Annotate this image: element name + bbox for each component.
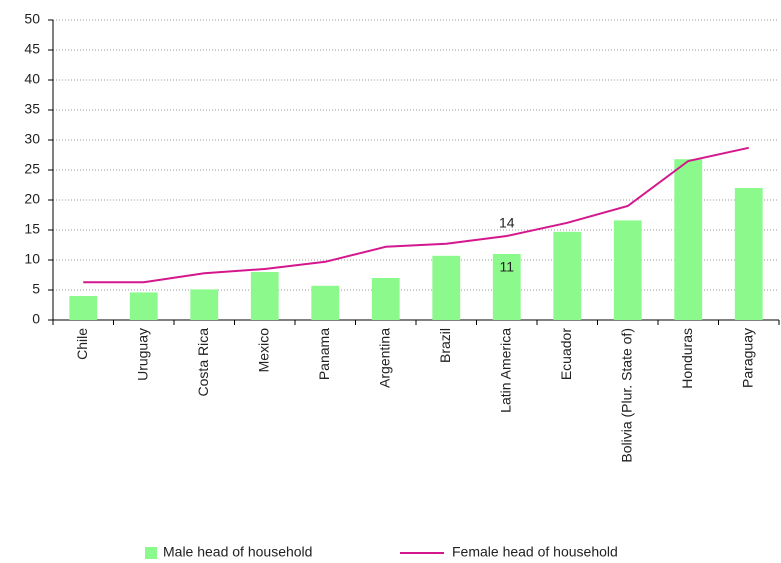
x-tick-label: Honduras — [679, 328, 695, 389]
x-tick-label: Ecuador — [558, 328, 574, 380]
x-tick-label: Mexico — [255, 328, 271, 373]
x-tick-label: Paraguay — [739, 328, 755, 388]
bar — [674, 159, 703, 320]
bar — [553, 231, 582, 320]
bar — [492, 254, 521, 320]
bar — [613, 220, 642, 320]
y-tick-label: 30 — [24, 131, 40, 147]
bar — [69, 296, 98, 320]
bar — [734, 188, 763, 320]
bar — [190, 289, 219, 320]
y-tick-label: 25 — [24, 161, 40, 177]
x-tick-label: Bolivia (Plur. State of) — [618, 328, 634, 463]
bar — [371, 278, 400, 320]
y-tick-label: 20 — [24, 191, 40, 207]
y-tick-label: 50 — [24, 11, 40, 27]
line — [83, 146, 749, 284]
x-tick-label: Latin America — [497, 328, 513, 413]
y-tick-label: 10 — [24, 251, 40, 267]
data-label: 11 — [499, 259, 514, 275]
legend-label: Male head of household — [163, 544, 312, 560]
bar — [250, 272, 279, 320]
bar — [129, 292, 158, 320]
x-tick-label: Costa Rica — [195, 328, 211, 397]
y-tick-label: 15 — [24, 221, 40, 237]
bar — [432, 255, 461, 320]
x-tick-label: Panama — [316, 328, 332, 380]
y-tick-label: 5 — [32, 281, 40, 297]
x-tick-label: Argentina — [376, 328, 392, 388]
data-label: 14 — [499, 215, 515, 231]
y-tick-label: 40 — [24, 71, 40, 87]
legend-label: Female head of household — [452, 544, 618, 560]
x-tick-label: Chile — [74, 328, 90, 360]
x-tick-label: Uruguay — [134, 328, 150, 381]
bar — [311, 285, 340, 320]
x-tick-label: Brazil — [437, 328, 453, 363]
y-tick-label: 0 — [32, 311, 40, 327]
legend-swatch — [145, 547, 157, 559]
y-tick-label: 45 — [24, 41, 40, 57]
y-tick-label: 35 — [24, 101, 40, 117]
